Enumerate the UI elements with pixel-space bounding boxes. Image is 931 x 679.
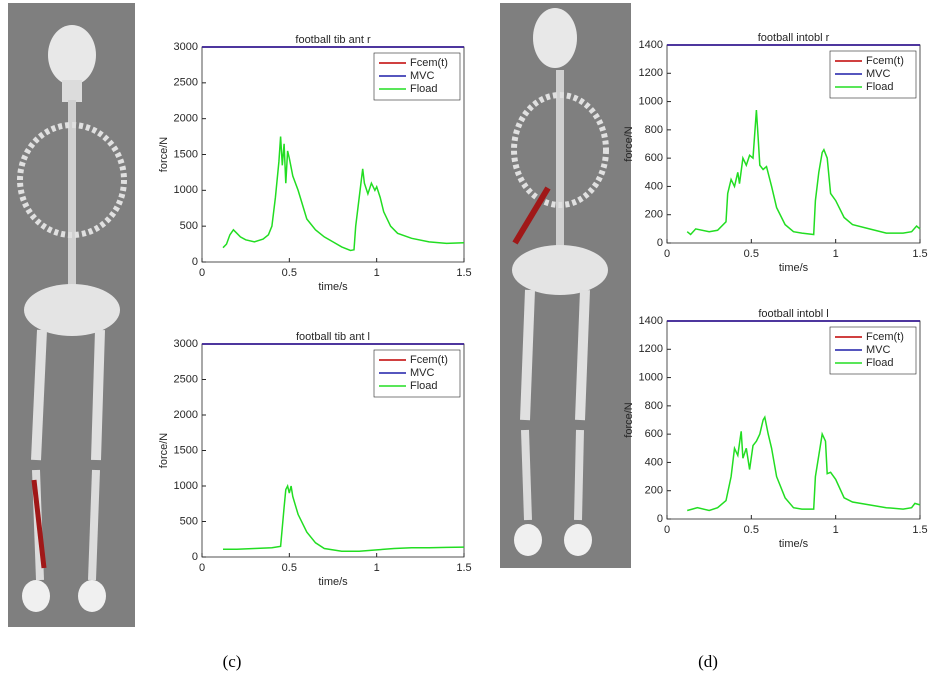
y-tick-label: 2500 — [174, 373, 198, 385]
x-tick-label: 0 — [664, 524, 670, 536]
y-axis-label: force/N — [623, 126, 635, 162]
y-tick-label: 1000 — [639, 371, 663, 383]
x-axis-label: time/s — [779, 538, 809, 550]
data-line — [223, 483, 465, 553]
y-tick-label: 1400 — [639, 39, 663, 51]
legend-label: Fload — [410, 380, 438, 392]
x-tick-label: 0 — [199, 562, 205, 574]
chart-title: football intobl l — [758, 308, 828, 320]
y-tick-label: 400 — [645, 456, 663, 468]
data-line — [222, 136, 465, 252]
y-tick-label: 1400 — [639, 315, 663, 327]
legend-label: Fload — [410, 83, 438, 95]
x-tick-label: 1 — [374, 562, 380, 574]
y-tick-label: 0 — [192, 256, 198, 268]
legend-label: Fcem(t) — [410, 354, 448, 366]
x-tick-label: 0.5 — [282, 562, 297, 574]
y-axis-label: force/N — [158, 137, 170, 173]
x-tick-label: 0.5 — [744, 524, 759, 536]
y-tick-label: 0 — [657, 237, 663, 249]
y-tick-label: 1200 — [639, 67, 663, 79]
chart-title: football tib ant r — [295, 34, 371, 46]
x-tick-label: 1.5 — [456, 267, 471, 279]
y-tick-label: 1500 — [174, 444, 198, 456]
x-tick-label: 0.5 — [744, 248, 759, 260]
caption: (d) — [698, 652, 718, 671]
y-tick-label: 800 — [645, 400, 663, 412]
legend-label: Fload — [866, 81, 894, 93]
x-tick-label: 1.5 — [912, 524, 927, 536]
x-tick-label: 1.5 — [456, 562, 471, 574]
y-tick-label: 1000 — [639, 95, 663, 107]
data-line — [687, 415, 921, 512]
x-tick-label: 0 — [199, 267, 205, 279]
legend-label: Fcem(t) — [866, 331, 904, 343]
y-tick-label: 400 — [645, 180, 663, 192]
legend-label: Fcem(t) — [866, 55, 904, 67]
data-line — [686, 110, 921, 236]
x-axis-label: time/s — [318, 281, 348, 293]
y-tick-label: 2500 — [174, 77, 198, 89]
y-tick-label: 0 — [192, 551, 198, 563]
x-axis-label: time/s — [779, 262, 809, 274]
y-tick-label: 200 — [645, 485, 663, 497]
legend-label: MVC — [410, 367, 435, 379]
legend-label: Fcem(t) — [410, 57, 448, 69]
x-tick-label: 0 — [664, 248, 670, 260]
y-tick-label: 1500 — [174, 148, 198, 160]
y-axis-label: force/N — [623, 402, 635, 438]
y-tick-label: 1000 — [174, 184, 198, 196]
y-tick-label: 3000 — [174, 41, 198, 53]
x-tick-label: 1 — [833, 524, 839, 536]
y-tick-label: 2000 — [174, 113, 198, 125]
legend-label: MVC — [410, 70, 435, 82]
y-tick-label: 3000 — [174, 338, 198, 350]
y-tick-label: 1000 — [174, 480, 198, 492]
skeleton-image-right — [500, 3, 631, 568]
caption: (c) — [223, 652, 242, 671]
y-tick-label: 1200 — [639, 343, 663, 355]
x-tick-label: 0.5 — [282, 267, 297, 279]
legend-label: MVC — [866, 344, 891, 356]
legend-label: Fload — [866, 357, 894, 369]
chart-title: football tib ant l — [296, 331, 370, 343]
y-tick-label: 500 — [180, 220, 198, 232]
y-tick-label: 800 — [645, 124, 663, 136]
x-tick-label: 1 — [374, 267, 380, 279]
x-tick-label: 1 — [833, 248, 839, 260]
skeleton-image-left — [8, 3, 135, 627]
y-tick-label: 600 — [645, 428, 663, 440]
y-tick-label: 600 — [645, 152, 663, 164]
legend-label: MVC — [866, 68, 891, 80]
y-axis-label: force/N — [158, 433, 170, 469]
x-axis-label: time/s — [318, 576, 348, 588]
y-tick-label: 200 — [645, 209, 663, 221]
y-tick-label: 2000 — [174, 409, 198, 421]
chart-title: football intobl r — [758, 32, 830, 44]
y-tick-label: 0 — [657, 513, 663, 525]
x-tick-label: 1.5 — [912, 248, 927, 260]
y-tick-label: 500 — [180, 515, 198, 527]
